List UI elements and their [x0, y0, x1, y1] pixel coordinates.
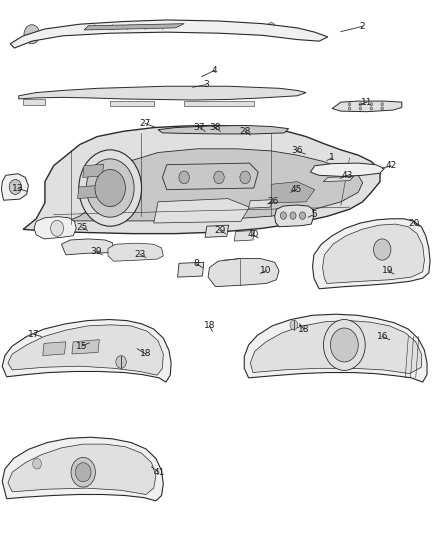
Circle shape — [50, 220, 64, 236]
Text: 28: 28 — [240, 127, 251, 136]
Polygon shape — [323, 176, 354, 182]
Text: 17: 17 — [28, 330, 40, 339]
Circle shape — [95, 169, 125, 207]
Text: 38: 38 — [209, 123, 220, 132]
Text: 10: 10 — [260, 266, 272, 275]
Circle shape — [290, 320, 298, 329]
Polygon shape — [10, 20, 328, 48]
Circle shape — [381, 107, 384, 110]
Polygon shape — [19, 86, 306, 100]
Polygon shape — [8, 325, 163, 375]
Polygon shape — [271, 182, 315, 203]
Circle shape — [290, 212, 296, 219]
Text: 18: 18 — [298, 325, 310, 334]
Polygon shape — [108, 243, 163, 261]
Polygon shape — [23, 125, 380, 233]
Circle shape — [323, 319, 365, 370]
Polygon shape — [322, 224, 424, 284]
Polygon shape — [154, 199, 250, 223]
Circle shape — [359, 107, 362, 110]
Polygon shape — [2, 319, 171, 382]
Polygon shape — [162, 163, 258, 190]
Text: 45: 45 — [291, 185, 302, 194]
Circle shape — [348, 103, 351, 106]
Circle shape — [370, 103, 373, 106]
Polygon shape — [251, 320, 421, 374]
Circle shape — [214, 171, 224, 184]
Text: 20: 20 — [408, 219, 420, 228]
Polygon shape — [110, 101, 154, 107]
Text: 41: 41 — [153, 468, 165, 477]
Circle shape — [359, 103, 362, 106]
Circle shape — [24, 25, 40, 44]
Circle shape — [370, 107, 373, 110]
Polygon shape — [205, 225, 229, 237]
Polygon shape — [61, 239, 114, 255]
Polygon shape — [2, 437, 163, 501]
Circle shape — [240, 171, 251, 184]
Text: 3: 3 — [203, 80, 209, 89]
Text: 13: 13 — [12, 184, 24, 193]
Circle shape — [33, 458, 42, 469]
Text: 19: 19 — [382, 266, 394, 275]
Text: 23: 23 — [134, 250, 145, 259]
Text: 16: 16 — [376, 332, 388, 341]
Text: 25: 25 — [76, 223, 88, 232]
Circle shape — [330, 328, 358, 362]
Text: 27: 27 — [139, 119, 151, 128]
Text: 4: 4 — [212, 66, 217, 75]
Text: 15: 15 — [76, 342, 88, 351]
Polygon shape — [311, 163, 385, 176]
Polygon shape — [1, 174, 28, 200]
Circle shape — [374, 239, 391, 260]
Text: 11: 11 — [361, 98, 373, 107]
Circle shape — [280, 212, 286, 219]
Polygon shape — [23, 100, 45, 105]
Text: 2: 2 — [360, 22, 365, 31]
Text: 1: 1 — [329, 154, 335, 163]
Text: 40: 40 — [247, 230, 258, 239]
Circle shape — [300, 212, 306, 219]
Text: 8: 8 — [194, 260, 199, 268]
Polygon shape — [313, 219, 430, 289]
Circle shape — [86, 159, 134, 217]
Circle shape — [348, 107, 351, 110]
Circle shape — [179, 171, 189, 184]
Polygon shape — [158, 125, 289, 134]
Polygon shape — [43, 342, 66, 356]
Text: 26: 26 — [268, 197, 279, 206]
Text: 29: 29 — [214, 226, 226, 235]
Polygon shape — [234, 230, 254, 241]
Polygon shape — [178, 262, 204, 277]
Polygon shape — [84, 23, 184, 30]
Polygon shape — [72, 340, 99, 354]
Polygon shape — [184, 101, 254, 107]
Polygon shape — [249, 200, 272, 208]
Text: 37: 37 — [194, 123, 205, 132]
Text: 42: 42 — [385, 161, 396, 170]
Text: 39: 39 — [91, 247, 102, 256]
Circle shape — [267, 22, 276, 33]
Circle shape — [75, 463, 91, 482]
Polygon shape — [83, 164, 104, 177]
Circle shape — [79, 150, 141, 226]
Polygon shape — [78, 185, 99, 199]
Polygon shape — [332, 101, 402, 112]
Polygon shape — [8, 444, 156, 495]
Text: 36: 36 — [292, 147, 303, 156]
Text: 18: 18 — [204, 321, 215, 330]
Polygon shape — [53, 149, 363, 227]
Polygon shape — [275, 205, 314, 227]
Polygon shape — [34, 216, 76, 239]
Text: 5: 5 — [311, 210, 317, 219]
Polygon shape — [208, 259, 279, 287]
Text: 18: 18 — [140, 350, 152, 359]
Polygon shape — [244, 314, 427, 382]
Circle shape — [9, 180, 21, 195]
Circle shape — [116, 356, 126, 368]
Text: 43: 43 — [342, 171, 353, 180]
Circle shape — [381, 103, 384, 106]
Circle shape — [71, 457, 95, 487]
